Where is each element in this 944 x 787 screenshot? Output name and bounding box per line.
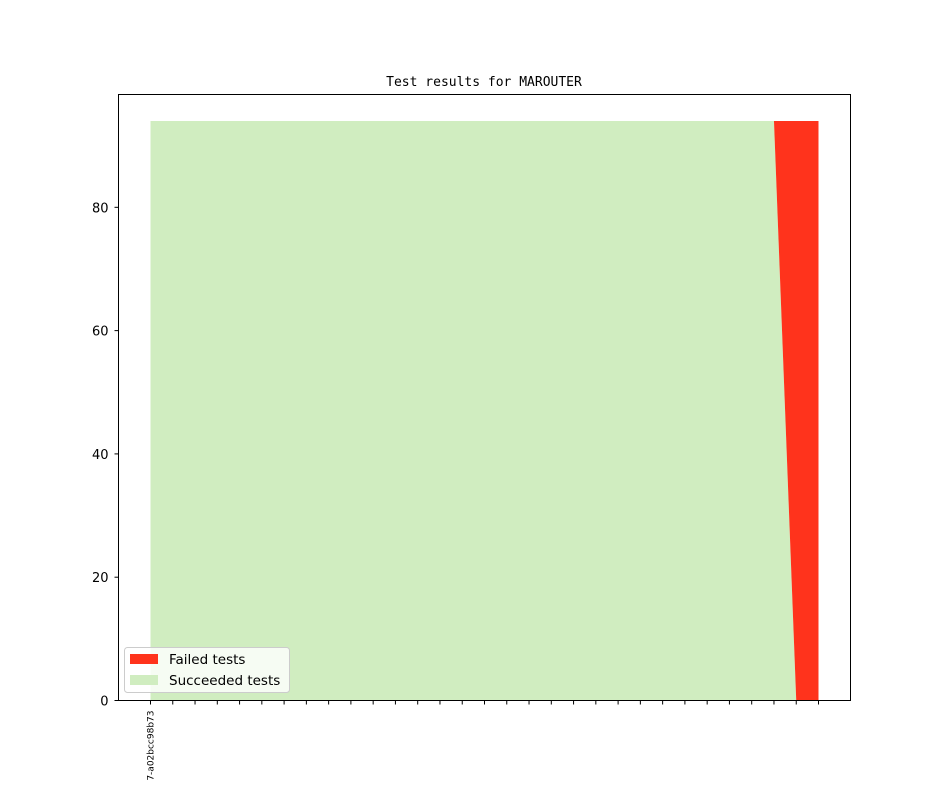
area-succeeded-tests xyxy=(150,121,819,701)
y-tick-label: 80 xyxy=(92,201,109,216)
legend-swatch-failed xyxy=(130,654,158,664)
legend-box xyxy=(124,647,290,693)
legend-swatch-succeeded xyxy=(130,675,158,685)
y-tick-label: 40 xyxy=(92,448,109,463)
x-tick-label: 7-a02bcc98b73 xyxy=(147,711,157,781)
y-axis: 0 20 40 60 80 xyxy=(92,201,119,710)
chart-title: Test results for MAROUTER xyxy=(386,75,582,90)
legend-label-failed: Failed tests xyxy=(169,652,245,668)
legend: Failed tests Succeeded tests xyxy=(124,647,290,693)
y-tick-label: 20 xyxy=(92,571,109,586)
y-tick-label: 0 xyxy=(100,695,108,710)
y-tick-label: 60 xyxy=(92,325,109,340)
x-axis: 7-a02bcc98b73 xyxy=(147,700,819,781)
plot-areas xyxy=(150,121,819,701)
legend-label-succeeded: Succeeded tests xyxy=(169,673,280,689)
